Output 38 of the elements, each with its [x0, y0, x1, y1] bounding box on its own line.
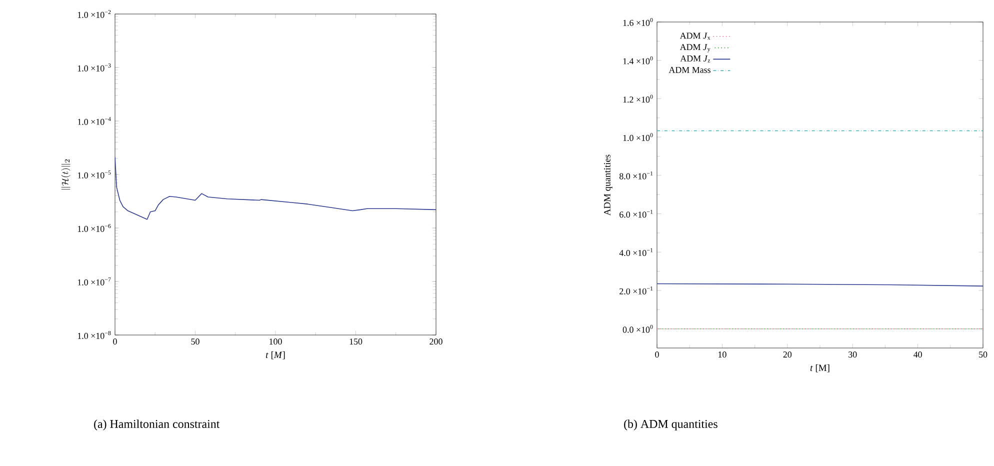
y-tick-label: 1.6 ×10$^{0}$	[623, 18, 653, 26]
legend-label: ADM J$_{y}$	[680, 44, 710, 52]
x-tick-label: 40	[913, 352, 922, 358]
y-tick-label: 0.0 ×10$^{0}$	[622, 324, 653, 333]
y-tick-label: 1.4 ×10$^{0}$	[623, 56, 653, 64]
y-tick-label: 1.0 ×10$^{−5}$	[78, 170, 111, 178]
y-tick-label: 2.0 ×10$^{−1}$	[620, 286, 653, 294]
x-tick-label: 20	[783, 352, 792, 358]
legend-label: ADM J$_{x}$	[680, 32, 710, 40]
y-tick-label: 1.0 ×10$^{−3}$	[78, 64, 111, 72]
x-tick-label: 50	[191, 338, 200, 345]
x-axis-title: t [M]	[266, 351, 285, 360]
y-tick-label: 1.0 ×10$^{−8}$	[78, 331, 111, 339]
y-tick-label: 1.0 ×10$^{−7}$	[78, 278, 111, 286]
text: (b) ADM quantities	[624, 420, 718, 430]
x-tick-label: 150	[350, 338, 362, 345]
y-axis-title: ADM quantities	[604, 154, 612, 216]
line-series	[115, 156, 436, 220]
y-axis-title: $\|\mathcal{H}(t)\|_2$	[61, 159, 70, 190]
x-tick-label: 0	[113, 338, 117, 345]
y-tick-label: 4.0 ×10$^{−1}$	[619, 248, 653, 256]
x-tick-label: 10	[718, 352, 726, 358]
y-tick-label: 1.0 ×10$^{−4}$	[78, 117, 111, 125]
x-axis-title: t [M]	[810, 364, 830, 372]
y-tick-label: 6.0 ×10$^{−1}$	[620, 210, 653, 218]
x-tick-label: 0	[655, 352, 659, 358]
y-tick-label: 1.0 ×10$^{−6}$	[78, 224, 111, 232]
y-tick-label: 1.0 ×10$^{0}$	[623, 133, 653, 142]
legend-label: ADM J$_{z}$	[680, 55, 710, 62]
x-tick-label: 100	[270, 338, 282, 345]
y-tick-label: 1.0 ×10$^{−2}$	[78, 10, 111, 18]
y-tick-label: 1.2 ×10$^{0}$	[623, 94, 653, 103]
y-tick-label: 8.0 ×10$^{−1}$	[620, 171, 653, 180]
x-tick-label: 30	[848, 352, 857, 358]
x-tick-label: 200	[430, 338, 442, 345]
x-tick-label: 50	[979, 352, 988, 358]
text: (a) Hamiltonian constraint	[94, 420, 220, 430]
legend-label: ADM Mass	[668, 66, 710, 73]
